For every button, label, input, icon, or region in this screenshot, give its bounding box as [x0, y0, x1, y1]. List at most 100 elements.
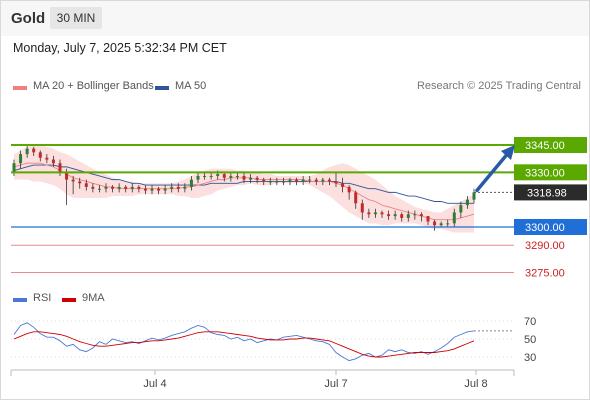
- candle-body: [433, 221, 437, 226]
- resistance-label-box: [514, 137, 587, 153]
- candle-body: [380, 212, 384, 215]
- candle-body: [242, 175, 246, 180]
- candle-body: [472, 192, 476, 200]
- candle-body: [143, 188, 147, 191]
- ma9-legend-label: 9MA: [82, 292, 105, 304]
- candle-body: [124, 186, 128, 189]
- candle-body: [150, 188, 154, 191]
- candle-body: [229, 175, 233, 178]
- candle-body: [321, 179, 325, 182]
- current-price-box: [514, 184, 587, 201]
- support-label-box: [514, 219, 587, 235]
- candle-body: [281, 181, 285, 183]
- rsi-tick-label: 30: [524, 352, 536, 364]
- ma9-legend-swatch: [62, 298, 76, 302]
- candle-body: [45, 157, 49, 160]
- resistance-level-label: 3330.00: [525, 167, 565, 179]
- candle-body: [347, 186, 351, 193]
- candle-body: [446, 223, 450, 225]
- x-tick-label: Jul 4: [143, 378, 166, 390]
- candle-body: [19, 154, 23, 164]
- candle-body: [249, 177, 253, 180]
- candle-body: [71, 179, 75, 182]
- candle-body: [137, 186, 141, 189]
- rsi-legend-label: RSI: [33, 292, 52, 304]
- rsi-tick-label: 50: [524, 334, 536, 346]
- candle-body: [400, 214, 404, 218]
- candle-body: [203, 175, 207, 177]
- candle-body: [111, 186, 115, 189]
- candle-body: [452, 212, 456, 224]
- candle-body: [170, 186, 174, 189]
- candle-body: [25, 148, 29, 155]
- x-tick-label: Jul 8: [464, 378, 487, 390]
- candle-body: [360, 203, 364, 213]
- candle-body: [367, 212, 371, 215]
- candle-body: [295, 179, 299, 182]
- candle-body: [334, 181, 338, 184]
- candle-body: [58, 163, 62, 173]
- candle-body: [406, 214, 410, 218]
- candle-body: [465, 199, 469, 206]
- ma50-legend-label: MA 50: [175, 80, 207, 92]
- candle-body: [255, 177, 259, 180]
- candle-body: [38, 152, 42, 158]
- resistance-label-box: [514, 164, 587, 181]
- candle-body: [104, 186, 108, 189]
- ma20-legend-swatch: [13, 86, 27, 90]
- candle-body: [97, 188, 101, 190]
- candle-body: [222, 174, 226, 178]
- current-price-label: 3318.98: [527, 187, 567, 199]
- candle-body: [459, 205, 463, 213]
- candle-body: [275, 181, 279, 183]
- rsi-tick-label: 70: [524, 316, 536, 328]
- candle-body: [163, 188, 167, 191]
- forecast-arrow-shaft: [475, 150, 511, 193]
- candle-body: [373, 212, 377, 215]
- candle-body: [314, 179, 318, 182]
- ma50-legend-swatch: [155, 86, 169, 90]
- candle-body: [196, 175, 200, 180]
- candle-body: [354, 192, 358, 204]
- ma20-legend-label: MA 20 + Bollinger Bands: [33, 80, 154, 92]
- candle-body: [157, 188, 161, 191]
- candle-body: [288, 179, 292, 182]
- candle-body: [176, 186, 180, 189]
- resistance-level-label: 3345.00: [525, 140, 565, 152]
- candle-body: [393, 214, 397, 217]
- forecast-arrow-head: [501, 145, 515, 160]
- candle-body: [84, 183, 88, 187]
- credit-label: Research © 2025 Trading Central: [416, 80, 581, 92]
- x-tick-label: Jul 7: [324, 378, 347, 390]
- candle-body: [426, 216, 430, 222]
- target-level-label: 3275.00: [525, 268, 565, 280]
- candle-body: [12, 163, 16, 173]
- candle-body: [65, 172, 69, 180]
- candle-body: [301, 179, 305, 182]
- candle-body: [117, 186, 121, 189]
- candle-body: [189, 179, 193, 187]
- candle-body: [419, 214, 423, 217]
- candle-body: [413, 214, 417, 216]
- symbol-title: Gold: [11, 10, 46, 27]
- bollinger-band-area: [14, 145, 474, 233]
- candle-body: [209, 175, 213, 177]
- candle-body: [341, 183, 345, 187]
- candle-body: [387, 214, 391, 217]
- candle-body: [235, 175, 239, 177]
- candle-body: [216, 174, 220, 176]
- candle-body: [78, 181, 82, 184]
- candle-body: [183, 186, 187, 189]
- candle-body: [32, 148, 36, 153]
- candle-body: [327, 179, 331, 182]
- support-level-label: 3300.00: [525, 222, 565, 234]
- target-level-label: 3290.00: [525, 240, 565, 252]
- candle-body: [308, 179, 312, 181]
- datetime-label: Monday, July 7, 2025 5:32:34 PM CET: [13, 41, 227, 55]
- candle-body: [439, 223, 443, 226]
- timeframe-button[interactable]: 30 MIN: [50, 7, 102, 29]
- candle-body: [51, 159, 55, 164]
- rsi-ma9-line: [13, 331, 475, 358]
- candle-body: [262, 179, 266, 182]
